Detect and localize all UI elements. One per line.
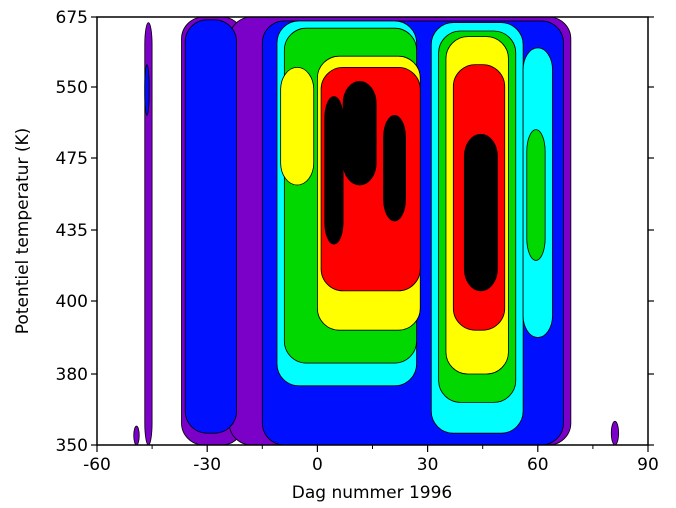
contour-black — [342, 81, 377, 186]
contour-green — [526, 129, 546, 261]
x-tick-label: -60 — [83, 455, 111, 475]
contour-layers — [133, 17, 620, 445]
x-axis: -60 -30 0 30 60 90 — [83, 445, 659, 475]
contour-purple — [133, 425, 140, 445]
x-tick-label: 30 — [417, 455, 439, 475]
x-tick-label: -30 — [193, 455, 221, 475]
y-tick-label: 475 — [56, 149, 88, 169]
y-axis-title: Potentiel temperatur (K) — [13, 128, 33, 335]
contour-black — [324, 96, 344, 245]
contour-yellow — [280, 67, 315, 186]
plot-area — [133, 17, 620, 445]
contour-purple — [610, 420, 620, 445]
y-tick-label: 380 — [56, 365, 88, 385]
contour-black — [463, 133, 498, 292]
y-tick-label: 400 — [56, 292, 88, 312]
contour-blue — [184, 19, 237, 434]
y-tick-label: 550 — [56, 78, 88, 98]
y-tick-label: 675 — [56, 8, 88, 28]
x-axis-title: Dag nummer 1996 — [292, 483, 453, 503]
y-tick-label: 435 — [56, 221, 88, 241]
y-axis: 350 380 400 435 475 550 675 — [56, 8, 654, 456]
contour-blue — [144, 64, 150, 116]
x-tick-label: 0 — [312, 455, 323, 475]
contour-black — [383, 115, 406, 222]
x-tick-label: 90 — [637, 455, 659, 475]
x-tick-label: 60 — [527, 455, 549, 475]
y-tick-label: 350 — [56, 436, 88, 456]
